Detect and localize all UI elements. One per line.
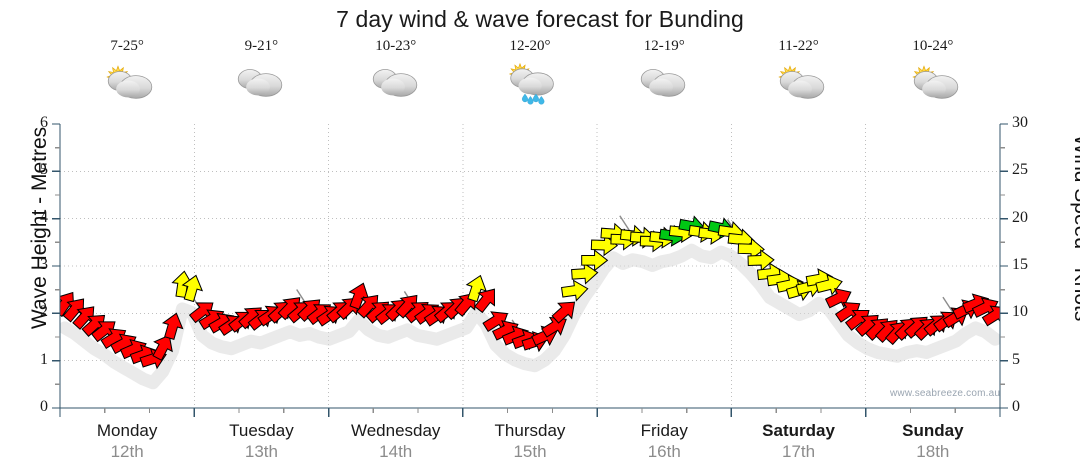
day-label-thursday: Thursday 15th [463,414,597,470]
wind-arrow [581,249,609,272]
sun-cloud-icon [777,65,824,99]
right-tick-25: 25 [1012,161,1028,179]
day-label-friday: Friday 16th [597,414,731,470]
site-watermark: www.seabreeze.com.au [890,388,1001,399]
sun-cloud-icon [912,65,959,99]
temperature-range: 12-20° [509,38,551,54]
right-tick-15: 15 [1012,256,1028,273]
temperature-range: 10-23° [375,38,417,54]
wind-arrow [181,274,204,303]
day-date: 14th [379,442,413,461]
day-date: 12th [110,442,144,461]
day-header-wednesday: 10-23° [329,38,463,124]
day-name: Friday [640,421,688,440]
day-name: Thursday [494,421,566,440]
day-name: Monday [96,421,158,440]
wind-arrow [474,288,495,314]
left-tick-0: 0 [40,398,48,415]
left-tick-1: 1 [40,350,48,368]
day-label-wednesday: Wednesday 14th [329,414,463,470]
day-date: 18th [916,442,950,461]
day-header-row: 7-25° 9-21° 10-23° 12-20° 12-19° 11-22° 10-24° [60,38,1000,124]
day-date: 16th [647,442,681,461]
day-name: Wednesday [350,421,441,440]
left-tick-2: 2 [40,303,48,321]
wind-arrow [541,316,567,338]
day-header-sunday: 10-24° [866,38,1000,124]
wind-arrow-plot [60,124,1000,408]
day-label-tuesday: Tuesday 13th [194,414,328,470]
day-header-friday: 12-19° [597,38,731,124]
right-tick-30: 30 [1012,114,1028,131]
wind-arrow [465,274,487,303]
arrow-shadows [60,243,1000,390]
cloud-icon [641,69,686,97]
right-tick-5: 5 [1012,350,1020,368]
sun-cloud-icon [106,65,153,99]
day-name: Sunday [902,421,964,440]
day-date: 13th [244,442,278,461]
day-date: 17th [782,442,816,461]
day-label-monday: Monday 12th [60,414,194,470]
page-title: 7 day wind & wave forecast for Bunding [336,6,744,32]
wind-arrows [60,215,1000,370]
left-tick-4: 4 [40,208,48,226]
day-header-saturday: 11-22° [731,38,865,124]
day-label-saturday: Saturday 17th [731,414,865,470]
wind-arrow [981,305,1000,327]
wind-arrow [551,301,576,324]
plot-area [60,124,1000,408]
left-tick-5: 5 [40,161,48,179]
day-header-monday: 7-25° [60,38,194,124]
temperature-range: 11-22° [778,38,819,54]
sun-cloud-rain-icon [508,62,554,105]
day-header-thursday: 12-20° [463,38,597,124]
day-name: Saturday [762,421,835,440]
day-label-sunday: Sunday 18th [866,414,1000,470]
temperature-range: 7-25° [110,38,144,54]
cloud-icon [238,69,283,97]
temperature-range: 9-21° [244,38,279,54]
day-date: 15th [513,442,547,461]
wind-arrow [560,279,589,302]
day-footer-row: Monday 12th Tuesday 13th Wednesday 14th Thursd… [60,414,1000,470]
right-tick-10: 10 [1012,303,1028,321]
temperature-range: 12-19° [643,38,685,54]
day-name: Tuesday [229,421,294,440]
right-axis-title: Wind Speed - Knots [1070,134,1080,322]
right-tick-20: 20 [1012,208,1028,226]
left-tick-3: 3 [40,256,48,273]
temperature-range: 10-24° [912,38,954,54]
right-tick-0: 0 [1012,398,1020,415]
left-tick-6: 6 [40,114,48,131]
wind-arrow [161,312,184,341]
wind-arrow [152,334,173,361]
cloud-icon [372,69,417,97]
day-header-tuesday: 9-21° [194,38,328,124]
